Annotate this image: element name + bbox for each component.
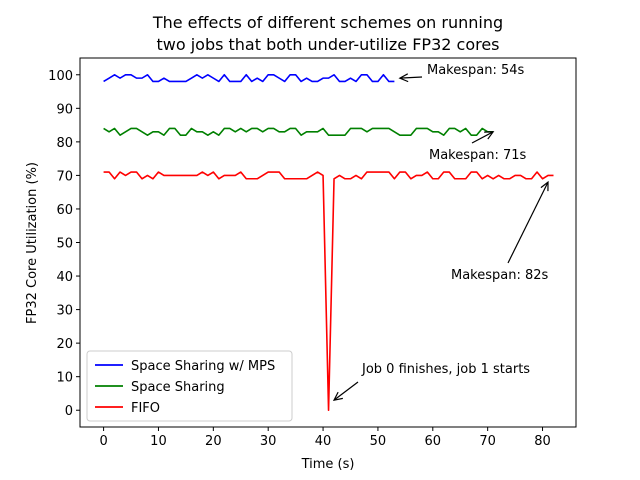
x-tick-label: 30 [260,434,277,449]
legend-entry-label: FIFO [131,401,160,416]
annotation-makespan-82: Makespan: 82s [451,268,549,283]
chart-title-line-1: The effects of different schemes on runn… [152,13,503,32]
x-tick-label: 20 [205,434,222,449]
annotation-arrow-head [332,391,343,401]
annotation-arrow-head [398,73,409,83]
annotation-arrow-head [540,180,549,192]
y-tick-label: 10 [56,371,73,386]
annotation-arrow-line [471,131,494,144]
annotation-makespan-71: Makespan: 71s [429,148,527,163]
series-line-space-sharing [103,127,494,136]
y-tick-label: 80 [56,136,73,151]
x-tick-label: 70 [479,434,496,449]
y-tick-label: 100 [48,69,73,84]
y-axis-label: FP32 Core Utilization (%) [25,162,40,324]
x-tick-label: 60 [425,434,442,449]
x-axis-label: Time (s) [301,457,355,472]
y-tick-label: 90 [56,102,73,117]
annotation-job-switch: Job 0 finishes, job 1 starts [361,362,530,377]
legend: Space Sharing w/ MPS Space Sharing FIFO [86,350,293,422]
x-tick-label: 0 [99,434,107,449]
annotation-arrow-line [333,381,359,401]
x-tick-label: 80 [534,434,551,449]
series-line-fifo [103,171,554,412]
plot-area: 0 10 20 30 40 50 60 70 80 0 10 20 30 40 50 60 70 80 90 100 [48,57,577,449]
annotation-arrow-line [507,181,549,264]
y-tick-label: 50 [56,237,73,252]
x-tick-label: 10 [150,434,167,449]
legend-entry-label: Space Sharing w/ MPS [131,359,275,374]
series-line-space-sharing-w-mps [103,73,395,83]
y-tick-label: 20 [56,337,73,352]
x-tick-label: 50 [370,434,387,449]
annotation-arrow-head [484,131,495,140]
annotations: Makespan: 54s Makespan: 71s Makespan: 82… [332,63,549,401]
annotation-arrow-line [399,76,423,79]
y-tick-label: 60 [56,203,73,218]
legend-entry-label: Space Sharing [131,380,225,395]
x-tick-label: 40 [315,434,332,449]
y-tick-label: 40 [56,270,73,285]
y-tick-label: 70 [56,169,73,184]
chart-title-line-2: two jobs that both under-utilize FP32 co… [156,35,499,54]
legend-box [86,350,293,422]
y-tick-label: 30 [56,304,73,319]
annotation-makespan-54: Makespan: 54s [427,63,525,78]
y-tick-label: 0 [65,404,73,419]
